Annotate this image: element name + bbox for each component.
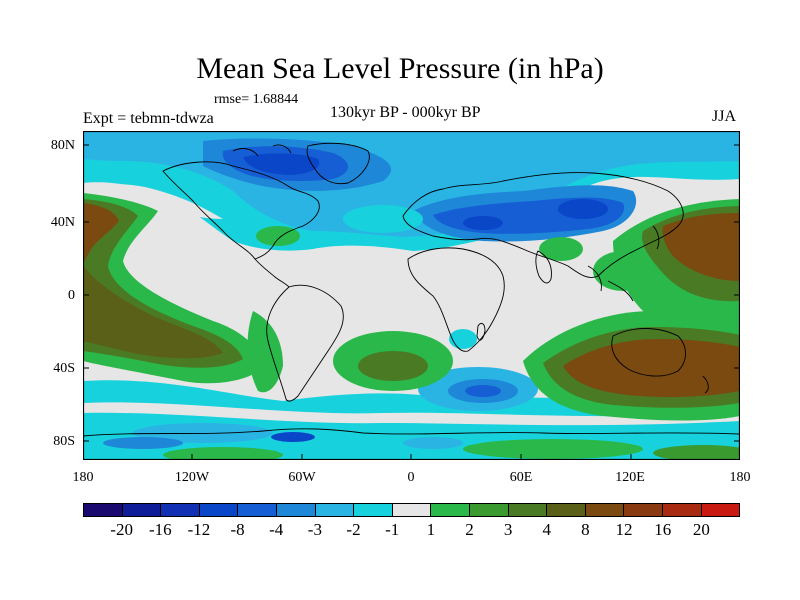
field-south-blue-3 — [103, 437, 183, 449]
lat-label: 0 — [68, 288, 75, 303]
field-indian-deep — [465, 385, 501, 397]
map-title: Mean Sea Level Pressure (in hPa) — [196, 52, 604, 85]
colorbar-label: -1 — [385, 520, 400, 539]
field-south-green-2 — [463, 439, 643, 459]
rmse-value: rmse= 1.68844 — [214, 92, 299, 107]
colorbar-swatch — [122, 504, 162, 516]
colorbar-label: 12 — [615, 520, 633, 539]
colorbar-label: 1 — [426, 520, 436, 539]
colorbar-swatch — [315, 504, 355, 516]
colorbar-swatch — [354, 504, 393, 516]
field-nwpacific-brown — [662, 213, 740, 281]
colorbar-swatch — [508, 504, 548, 516]
field-australia-brown — [563, 339, 740, 398]
colorbar-swatch — [161, 504, 200, 516]
field-southern-grey — [83, 402, 740, 426]
field-south-blue-2 — [271, 432, 315, 442]
colorbar-label: 8 — [581, 520, 590, 539]
map-ticks — [83, 144, 740, 460]
period-label: 130kyr BP - 000kyr BP — [330, 104, 481, 121]
colorbar-label: -2 — [346, 520, 361, 539]
colorbar-swatch — [199, 504, 239, 516]
lon-label: 180 — [729, 470, 751, 485]
field-india-green — [539, 237, 583, 261]
colorbar-label: -8 — [230, 520, 245, 539]
field-south-green-1 — [163, 447, 283, 460]
lat-label: 40S — [53, 361, 75, 376]
colorbar-swatch — [585, 504, 625, 516]
colorbar-swatch — [84, 504, 123, 516]
field-pacific-brown — [83, 203, 119, 263]
colorbar-label: 16 — [654, 520, 672, 539]
lat-label: 80N — [50, 138, 75, 153]
colorbar-labels: -20 -16 -12 -8 -4 -3 -2 -1 1 2 3 4 8 12 16 20 — [0, 520, 800, 544]
field-south-green-3 — [653, 445, 740, 460]
colorbar-swatch — [392, 504, 432, 516]
lon-label: 60W — [288, 470, 316, 485]
lon-label: 0 — [407, 470, 415, 485]
field-eurasia-darkest-2 — [463, 216, 503, 230]
colorbar-swatch — [547, 504, 586, 516]
coastlines — [83, 142, 740, 437]
colorbar-label: 4 — [542, 520, 552, 539]
colorbar-swatch — [624, 504, 663, 516]
field-madagascar — [449, 329, 477, 349]
lon-label: 120W — [174, 470, 210, 485]
colorbar-label: -3 — [307, 520, 322, 539]
season-label: JJA — [712, 108, 737, 125]
colorbar-swatch — [469, 504, 509, 516]
colorbar-label: -16 — [148, 520, 172, 539]
pressure-anomaly-map — [83, 131, 740, 460]
field-atlantic-olive — [358, 351, 428, 381]
colorbar-label: 3 — [503, 520, 513, 539]
colorbar-label: 2 — [465, 520, 474, 539]
field-pacific-grey — [83, 184, 223, 219]
colorbar-swatch — [701, 504, 740, 516]
colorbar-swatch — [276, 504, 316, 516]
colorbar-label: -4 — [269, 520, 284, 539]
experiment-label: Expt = tebmn-tdwza — [83, 110, 214, 127]
colorbar-swatch — [238, 504, 277, 516]
field-arctic-darkest — [243, 153, 320, 175]
field-samerica-green — [247, 311, 283, 393]
colorbar-swatch — [431, 504, 470, 516]
colorbar-label: -20 — [110, 520, 133, 539]
field-atlantic-cyan — [343, 205, 423, 233]
field-eurasia-darkest-1 — [558, 199, 608, 219]
field-caribbean-green — [256, 226, 300, 246]
colorbar-label: 20 — [692, 520, 710, 539]
colorbar-swatch — [662, 504, 702, 516]
field-pacific-darkolive — [83, 265, 223, 359]
lon-label: 60E — [509, 470, 533, 485]
lon-label: 180 — [72, 470, 94, 485]
lat-label: 80S — [53, 434, 75, 449]
field-south-blue-4 — [403, 437, 463, 449]
colorbar-label: -12 — [187, 520, 211, 539]
lat-label: 40N — [50, 215, 75, 230]
colorbar — [83, 503, 740, 517]
lon-label: 120E — [615, 470, 645, 485]
